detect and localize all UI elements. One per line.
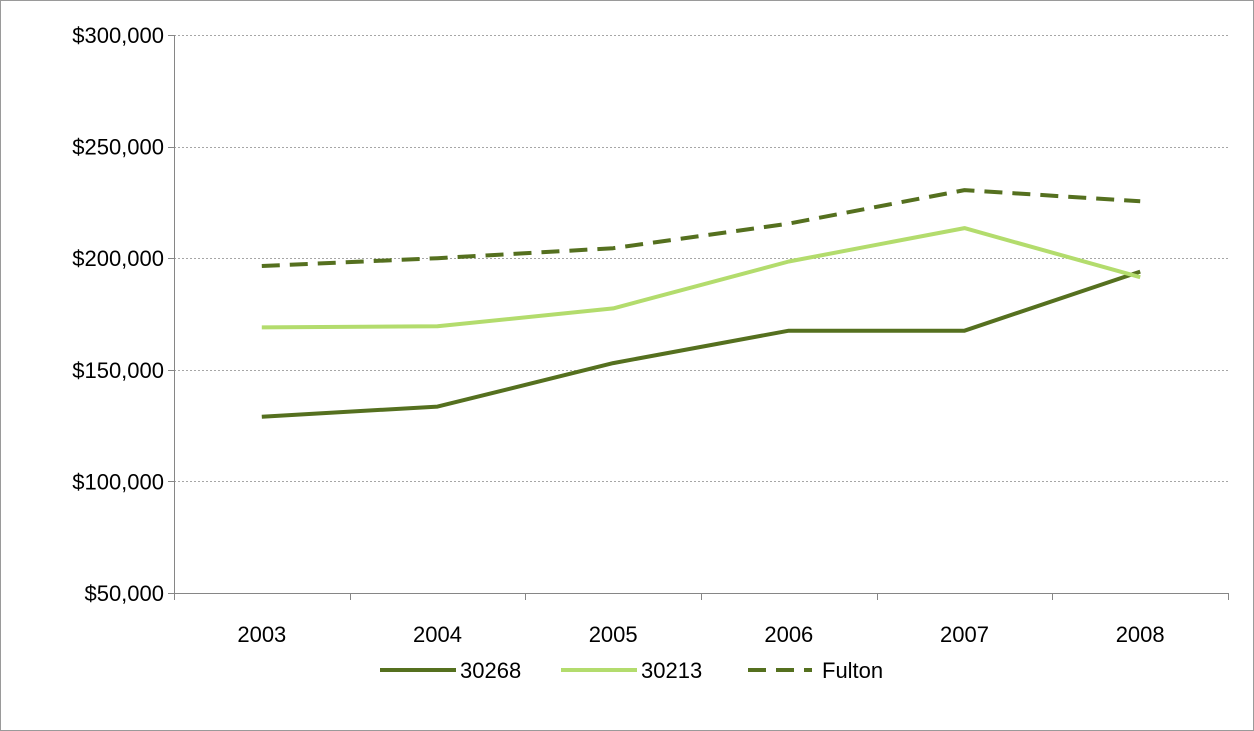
- legend-label-30213: 30213: [641, 658, 702, 683]
- x-tick-label: 2008: [1116, 622, 1165, 647]
- legend-label-30268: 30268: [460, 658, 521, 683]
- y-tick-label: $50,000: [84, 581, 164, 606]
- axes: [168, 35, 1229, 600]
- legend: 30268 30213 Fulton: [380, 658, 883, 683]
- x-tick-labels: 2003 2004 2005 2006 2007 2008: [237, 622, 1164, 647]
- x-tick-label: 2007: [940, 622, 989, 647]
- series-line-30213: [261, 226, 1141, 330]
- x-tick-label: 2003: [237, 622, 286, 647]
- y-tick-label: $300,000: [72, 23, 164, 48]
- x-tick-label: 2006: [764, 622, 813, 647]
- y-tick-label: $100,000: [72, 469, 164, 494]
- series-lines: [261, 188, 1141, 419]
- x-tick-label: 2005: [589, 622, 638, 647]
- series-line-30268: [261, 269, 1141, 419]
- y-tick-labels: $50,000 $100,000 $150,000 $200,000 $250,000 $…: [72, 23, 164, 606]
- legend-label-fulton: Fulton: [822, 658, 883, 683]
- y-tick-label: $200,000: [72, 246, 164, 271]
- x-tick-label: 2004: [413, 622, 462, 647]
- y-tick-label: $250,000: [72, 135, 164, 160]
- series-line-fulton: [261, 188, 1141, 268]
- y-tick-label: $150,000: [72, 358, 164, 383]
